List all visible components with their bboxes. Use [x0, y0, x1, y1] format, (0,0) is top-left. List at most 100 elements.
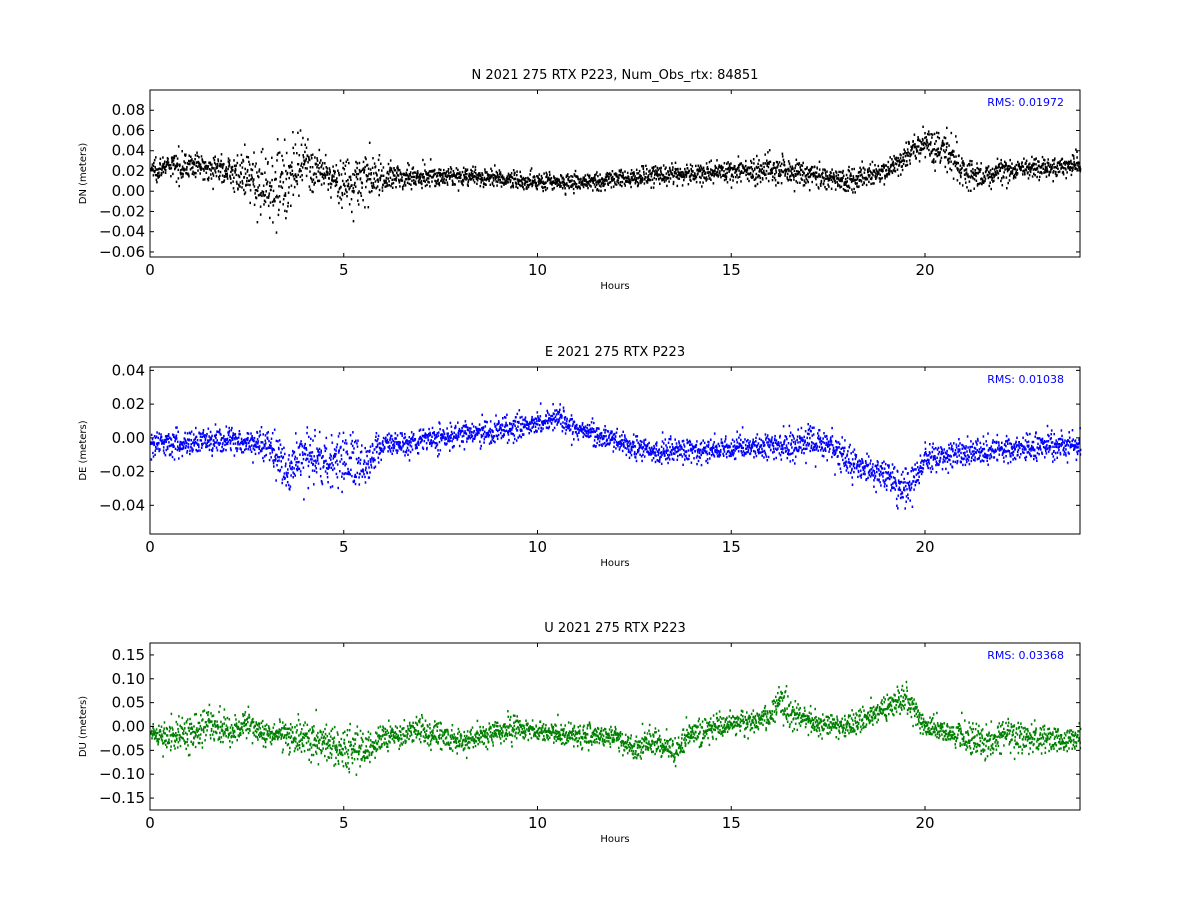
data-point — [239, 171, 242, 174]
data-point — [565, 425, 567, 428]
data-point — [410, 437, 412, 441]
data-point — [833, 176, 836, 179]
data-point — [656, 166, 659, 170]
data-point — [404, 454, 406, 457]
data-point — [208, 161, 210, 164]
data-point — [394, 174, 396, 177]
data-point — [601, 181, 604, 185]
data-point — [327, 171, 329, 174]
data-point — [937, 150, 939, 154]
data-point — [917, 145, 920, 148]
data-point — [627, 445, 629, 448]
data-point — [401, 185, 404, 189]
data-point — [783, 161, 786, 164]
data-point — [600, 185, 602, 188]
data-point — [160, 173, 163, 177]
data-point — [869, 177, 872, 180]
data-point — [249, 189, 252, 192]
data-point — [761, 178, 764, 181]
data-point — [193, 163, 196, 166]
data-point — [251, 176, 253, 179]
data-point — [525, 423, 527, 427]
data-point — [890, 163, 892, 167]
data-point — [830, 187, 833, 190]
data-point — [984, 177, 987, 180]
data-point — [642, 167, 645, 170]
data-point — [401, 179, 404, 182]
data-point — [237, 440, 240, 443]
data-point — [512, 182, 514, 185]
data-point — [818, 173, 820, 176]
data-point — [993, 168, 996, 171]
data-point — [967, 189, 970, 192]
data-point — [576, 434, 579, 438]
data-point — [570, 443, 573, 447]
data-point — [331, 174, 334, 177]
data-point — [554, 178, 557, 182]
data-point — [514, 177, 517, 180]
data-point — [516, 178, 519, 181]
data-point — [822, 182, 825, 185]
data-point — [590, 421, 593, 424]
data-point — [685, 175, 688, 178]
data-point — [616, 441, 619, 445]
data-point — [199, 172, 201, 175]
data-point — [284, 465, 287, 468]
data-point — [648, 178, 651, 182]
data-point — [550, 414, 552, 418]
data-point — [565, 422, 568, 426]
data-point — [704, 171, 707, 174]
data-point — [881, 176, 883, 180]
data-point — [1051, 164, 1054, 167]
data-point — [680, 173, 683, 177]
data-point — [1015, 163, 1018, 167]
data-point — [186, 432, 189, 435]
data-point — [193, 161, 196, 164]
data-point — [156, 174, 158, 177]
data-point — [200, 439, 203, 442]
data-point — [629, 178, 631, 181]
data-point — [476, 179, 479, 182]
data-point — [840, 185, 843, 188]
data-point — [527, 423, 529, 426]
data-point — [620, 170, 622, 174]
data-point — [521, 422, 524, 426]
data-point — [762, 172, 765, 175]
data-point — [471, 176, 474, 180]
data-point — [355, 475, 357, 479]
data-point — [607, 442, 609, 445]
data-point — [556, 181, 558, 184]
data-point — [911, 146, 914, 149]
data-point — [588, 435, 591, 438]
data-point — [195, 164, 197, 168]
data-point — [179, 163, 181, 166]
data-point — [243, 448, 246, 452]
data-point — [1014, 176, 1017, 179]
data-point — [928, 142, 931, 146]
data-point — [218, 178, 221, 181]
data-point — [478, 174, 481, 177]
data-point — [295, 461, 298, 464]
data-point — [918, 160, 921, 163]
data-point — [222, 436, 224, 440]
data-point — [956, 167, 958, 170]
data-point — [573, 438, 575, 441]
data-point — [209, 436, 212, 440]
data-point — [827, 176, 829, 180]
data-point — [547, 427, 550, 430]
data-point — [669, 168, 671, 171]
data-point — [776, 161, 779, 164]
data-point — [548, 425, 551, 429]
data-point — [576, 423, 578, 427]
data-point — [710, 168, 712, 171]
data-point — [371, 458, 373, 461]
data-point — [189, 162, 191, 166]
data-point — [537, 175, 539, 178]
data-point — [644, 176, 647, 179]
data-point — [258, 445, 261, 448]
data-point — [498, 169, 501, 172]
data-point — [321, 481, 323, 484]
data-point — [359, 462, 361, 465]
data-point — [335, 472, 338, 476]
data-point — [375, 432, 378, 435]
